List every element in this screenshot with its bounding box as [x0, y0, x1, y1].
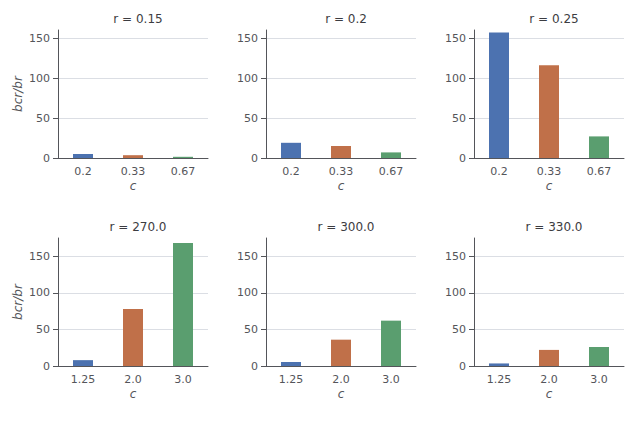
svg-text:r = 300.0: r = 300.0	[318, 220, 375, 234]
svg-text:r = 270.0: r = 270.0	[110, 220, 167, 234]
svg-text:0.33: 0.33	[121, 165, 146, 178]
svg-text:2.0: 2.0	[124, 373, 142, 386]
svg-text:0.2: 0.2	[490, 165, 508, 178]
svg-text:100: 100	[237, 72, 258, 85]
svg-text:2.0: 2.0	[332, 373, 350, 386]
svg-text:bcr/br: bcr/br	[11, 283, 25, 320]
svg-text:0.2: 0.2	[74, 165, 92, 178]
svg-text:0: 0	[459, 360, 466, 373]
svg-text:0: 0	[43, 360, 50, 373]
svg-text:1.25: 1.25	[71, 373, 96, 386]
svg-text:100: 100	[29, 72, 50, 85]
svg-text:c: c	[130, 387, 137, 401]
svg-text:c: c	[546, 179, 553, 193]
svg-text:0: 0	[251, 152, 258, 165]
svg-text:c: c	[130, 179, 137, 193]
svg-text:c: c	[338, 387, 345, 401]
svg-text:150: 150	[29, 32, 50, 45]
svg-text:1.25: 1.25	[487, 373, 512, 386]
svg-text:2.0: 2.0	[540, 373, 558, 386]
svg-text:0: 0	[459, 152, 466, 165]
svg-text:3.0: 3.0	[590, 373, 608, 386]
svg-text:c: c	[338, 179, 345, 193]
svg-text:150: 150	[237, 32, 258, 45]
svg-text:c: c	[546, 387, 553, 401]
svg-text:0: 0	[43, 152, 50, 165]
svg-text:100: 100	[445, 72, 466, 85]
svg-text:100: 100	[29, 286, 50, 299]
svg-text:100: 100	[237, 286, 258, 299]
svg-text:50: 50	[452, 112, 466, 125]
svg-text:0.33: 0.33	[329, 165, 354, 178]
svg-text:r = 0.2: r = 0.2	[325, 12, 367, 26]
svg-text:3.0: 3.0	[382, 373, 400, 386]
svg-text:1.25: 1.25	[279, 373, 304, 386]
svg-text:r = 330.0: r = 330.0	[526, 220, 583, 234]
svg-text:r = 0.15: r = 0.15	[113, 12, 162, 26]
svg-text:50: 50	[36, 323, 50, 336]
svg-text:150: 150	[237, 250, 258, 263]
svg-text:0.67: 0.67	[587, 165, 612, 178]
svg-text:3.0: 3.0	[174, 373, 192, 386]
svg-text:0: 0	[251, 360, 258, 373]
svg-text:150: 150	[445, 250, 466, 263]
svg-text:100: 100	[445, 286, 466, 299]
svg-text:50: 50	[244, 323, 258, 336]
svg-text:0.67: 0.67	[379, 165, 404, 178]
svg-text:50: 50	[36, 112, 50, 125]
svg-text:150: 150	[445, 32, 466, 45]
svg-text:150: 150	[29, 250, 50, 263]
svg-text:r = 0.25: r = 0.25	[529, 12, 578, 26]
svg-text:0.33: 0.33	[537, 165, 562, 178]
svg-text:50: 50	[244, 112, 258, 125]
svg-text:0.67: 0.67	[171, 165, 196, 178]
svg-text:0.2: 0.2	[282, 165, 300, 178]
svg-text:50: 50	[452, 323, 466, 336]
svg-text:bcr/br: bcr/br	[11, 75, 25, 112]
